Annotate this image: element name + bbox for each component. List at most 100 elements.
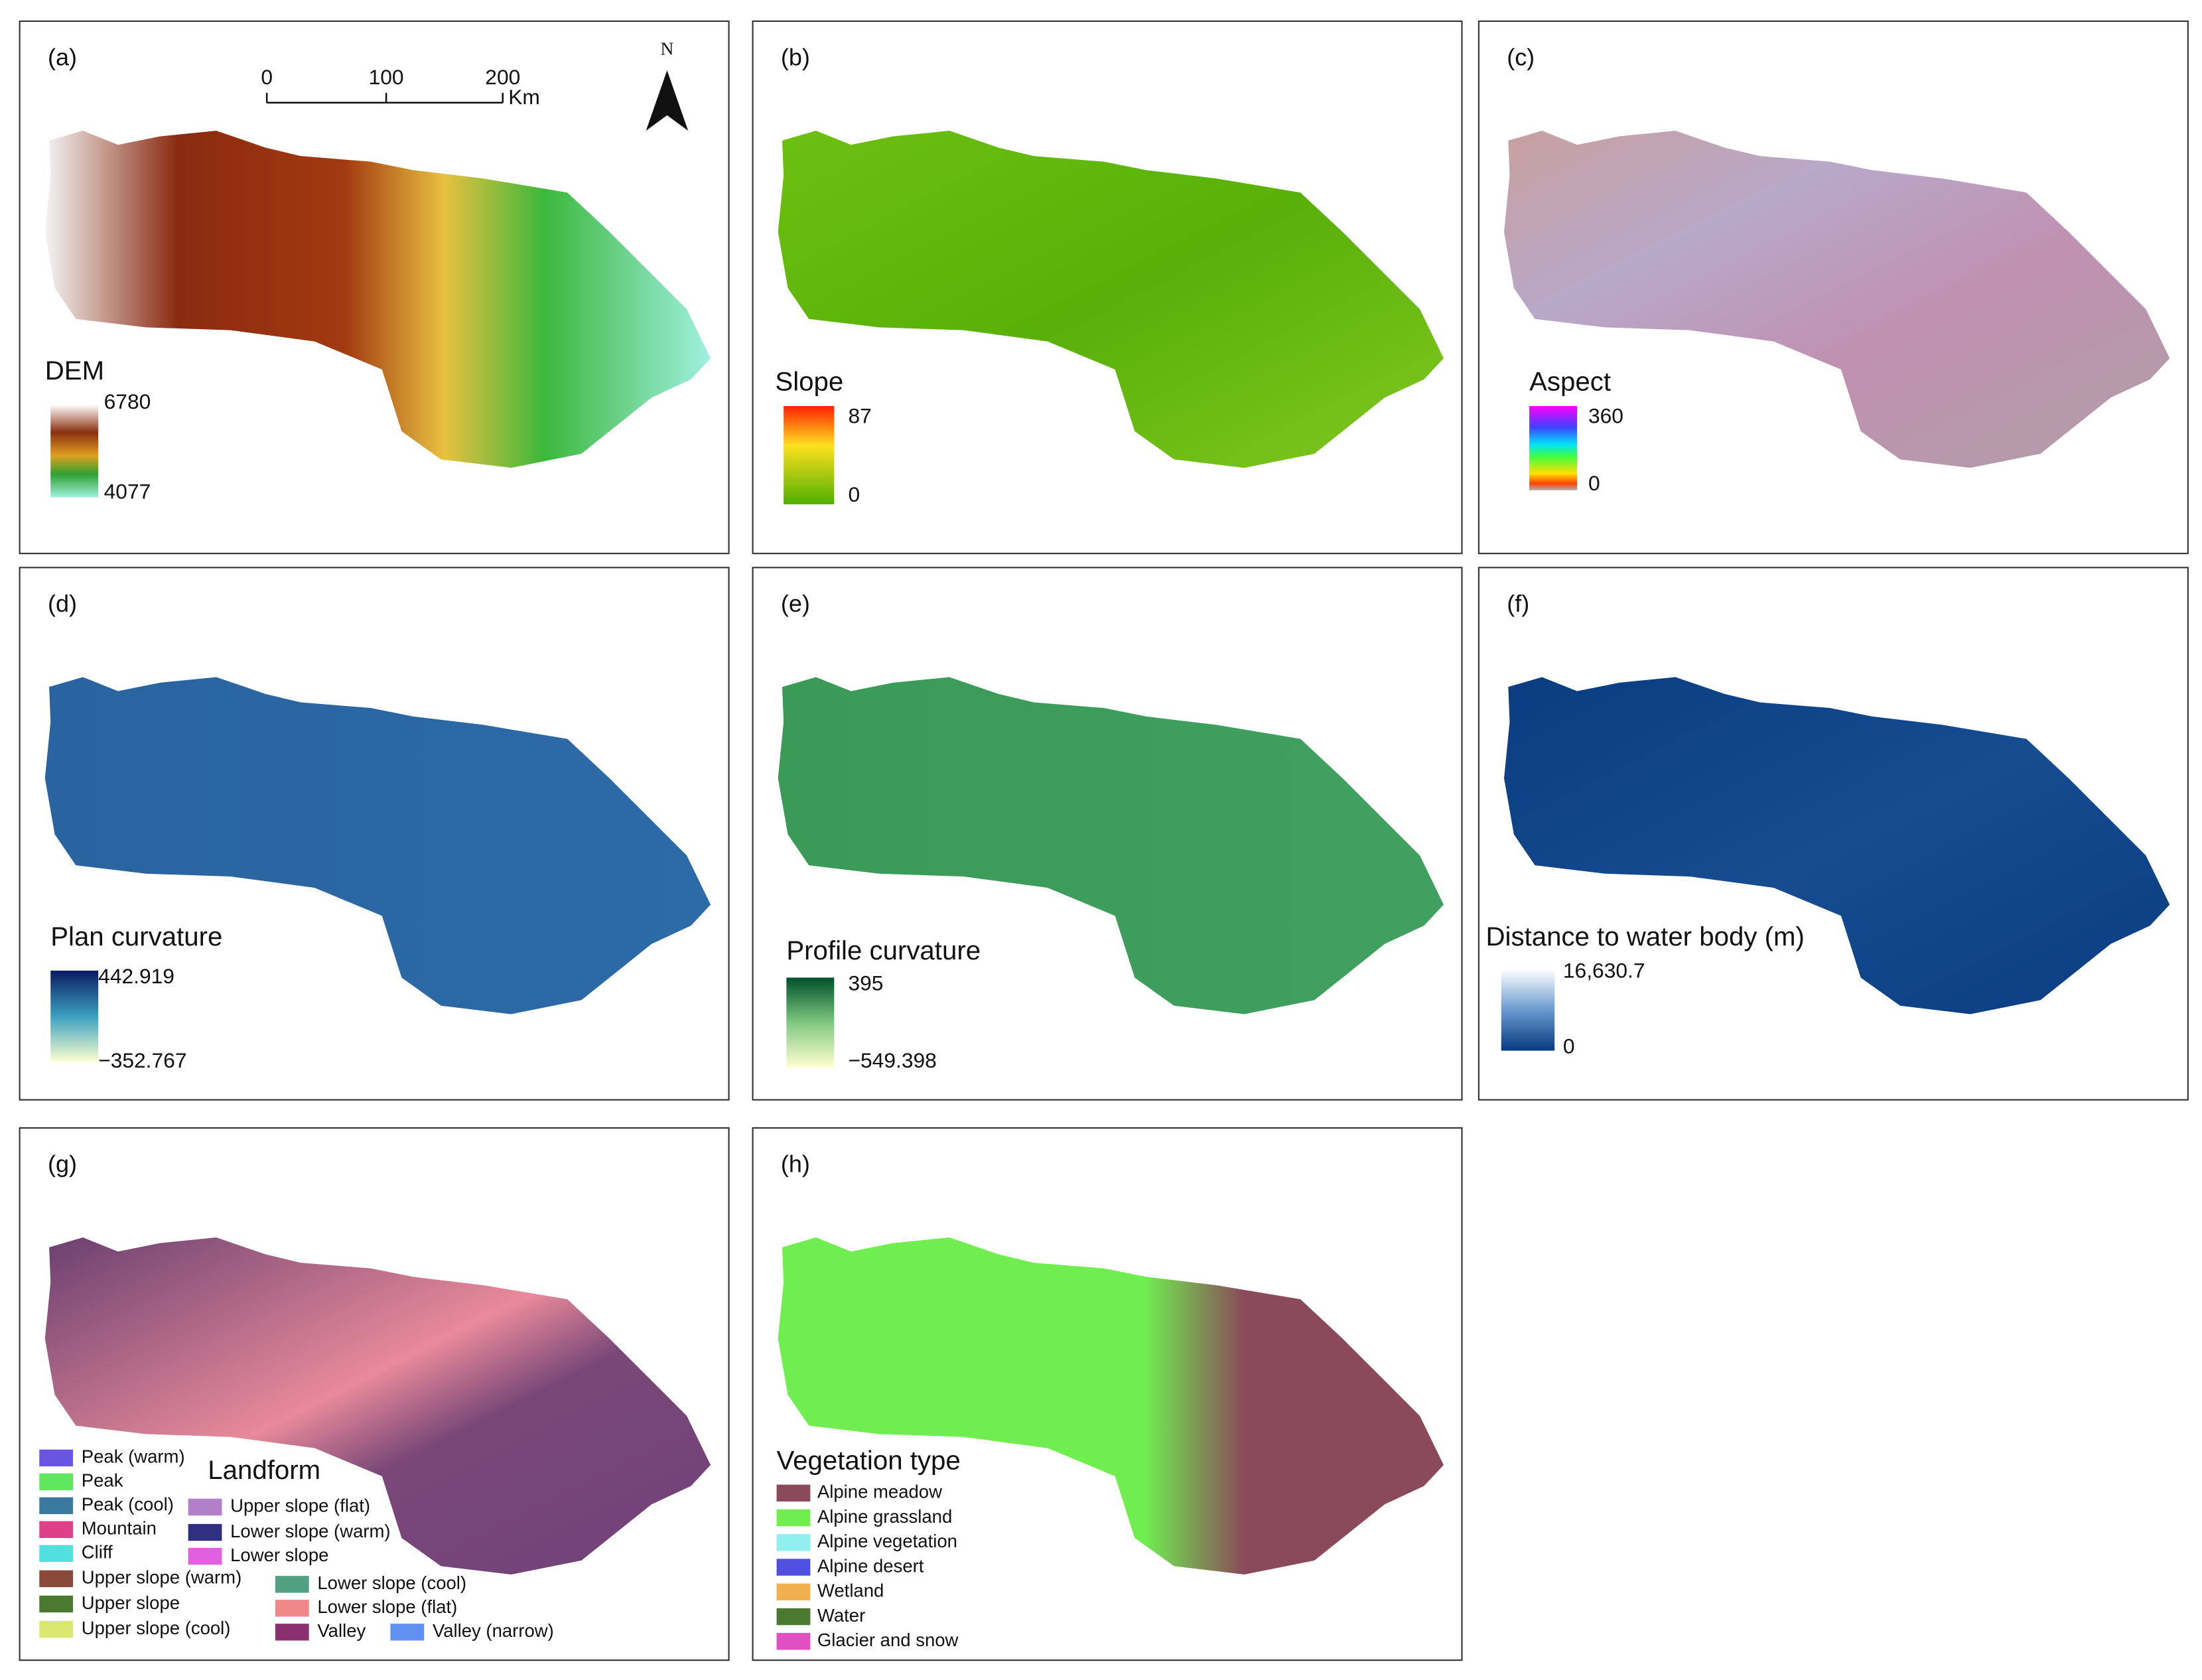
legend-swatch [39, 1545, 74, 1562]
color-ramp [50, 970, 99, 1062]
legend-label: Alpine meadow [817, 1482, 942, 1502]
legend-title: Vegetation type [777, 1445, 961, 1475]
panel-label: (f) [1507, 590, 1529, 617]
legend-max: 360 [1588, 403, 1623, 427]
color-ramp [784, 405, 835, 505]
legend-label: Alpine vegetation [817, 1531, 957, 1551]
color-ramp [1529, 405, 1578, 490]
legend-label: Peak (cool) [82, 1494, 174, 1515]
legend-swatch [39, 1620, 74, 1638]
legend-swatch [188, 1523, 222, 1541]
legend-min: 0 [848, 482, 860, 506]
legend-swatch [776, 1559, 811, 1576]
panel-label: (c) [1507, 44, 1535, 71]
panel-label: (g) [48, 1151, 77, 1178]
legend-label: Lower slope (warm) [230, 1521, 390, 1541]
legend-title: Landform [208, 1455, 320, 1485]
legend-swatch [275, 1576, 309, 1593]
panel-label: (a) [48, 44, 77, 71]
study-area [1503, 131, 2170, 468]
legend-swatch [39, 1449, 74, 1467]
legend-label: Valley [317, 1620, 366, 1641]
legend-label: Alpine grassland [817, 1506, 952, 1527]
legend-label: Peak [82, 1470, 123, 1491]
study-area [778, 1237, 1444, 1575]
color-ramp [1501, 969, 1555, 1051]
legend-title: Distance to water body (m) [1485, 922, 1804, 951]
legend-swatch [776, 1534, 811, 1551]
legend-label: Lower slope (flat) [317, 1596, 457, 1617]
legend-swatch [776, 1608, 811, 1626]
legend-min: 0 [1563, 1034, 1575, 1058]
panel-label: (e) [781, 590, 810, 617]
legend-label: Lower slope (cool) [317, 1573, 466, 1593]
legend-swatch [776, 1484, 811, 1502]
study-area [778, 131, 1444, 468]
legend-title: DEM [45, 356, 104, 385]
legend-label: Peak (warm) [82, 1446, 185, 1467]
legend-swatch [188, 1547, 222, 1565]
map-panel: (d) Plan curvature 442.919 −352.767 [19, 567, 730, 1101]
legend-label: Valley (narrow) [433, 1620, 554, 1641]
scale-label: 0 [261, 65, 273, 89]
panel-label: (h) [781, 1151, 810, 1178]
legend-max: 442.919 [98, 964, 174, 988]
legend-max: 395 [848, 971, 883, 995]
legend-swatch [776, 1633, 811, 1650]
study-area [44, 677, 711, 1015]
legend-max: 6780 [104, 389, 151, 413]
legend-label: Wetland [817, 1580, 884, 1601]
scale-unit: Km [508, 85, 540, 109]
map-panel: (f) Distance to water body (m) 16,630.7 0 [1478, 567, 2189, 1101]
legend-label: Glacier and snow [817, 1630, 959, 1650]
legend-swatch [39, 1570, 74, 1588]
legend-title: Slope [775, 367, 843, 397]
legend-label: Cliff [82, 1542, 113, 1563]
legend-max: 87 [848, 403, 871, 427]
legend-swatch [39, 1595, 74, 1613]
scale-label: 200 [485, 65, 520, 89]
legend-label: Upper slope [82, 1592, 180, 1613]
legend-swatch [776, 1509, 811, 1527]
legend-swatch [275, 1600, 309, 1617]
legend-min: 4077 [104, 480, 151, 504]
legend-title: Profile curvature [786, 936, 981, 965]
legend-swatch [39, 1521, 74, 1539]
legend-label: Upper slope (warm) [82, 1567, 241, 1588]
legend-label: Upper slope (flat) [230, 1496, 370, 1516]
legend-title: Aspect [1529, 367, 1611, 397]
legend-swatch [39, 1497, 74, 1515]
legend-title: Plan curvature [50, 922, 222, 951]
scale-label: 100 [369, 65, 404, 89]
study-area [778, 677, 1444, 1015]
legend-swatch [39, 1473, 74, 1491]
legend-label: Mountain [82, 1518, 157, 1539]
legend-label: Upper slope (cool) [82, 1618, 231, 1638]
legend-max: 16,630.7 [1563, 958, 1645, 982]
legend-swatch [275, 1624, 309, 1641]
panel-label: (b) [781, 44, 810, 71]
map-panel: (h) [752, 1127, 1463, 1661]
legend-label: Lower slope [230, 1545, 328, 1565]
legend-swatch [188, 1498, 222, 1516]
panel-label: (d) [48, 590, 77, 617]
legend-swatch [776, 1583, 811, 1600]
legend-min: 0 [1588, 471, 1600, 495]
study-area [44, 131, 711, 468]
study-area [44, 1237, 711, 1575]
color-ramp [50, 404, 99, 498]
map-panel: (e) Profile curvature 395 −549.398 [752, 567, 1463, 1101]
map-panel: (c) Aspect 360 0 [1478, 20, 2189, 555]
study-area [1503, 677, 2170, 1015]
map-panel: (g) [19, 1127, 730, 1661]
legend-min: −352.767 [98, 1048, 186, 1072]
legend-min: −549.398 [848, 1048, 936, 1072]
legend-label: Water [817, 1605, 865, 1626]
color-ramp [786, 977, 835, 1068]
north-arrow [646, 70, 689, 131]
legend-label: Alpine desert [817, 1555, 924, 1576]
